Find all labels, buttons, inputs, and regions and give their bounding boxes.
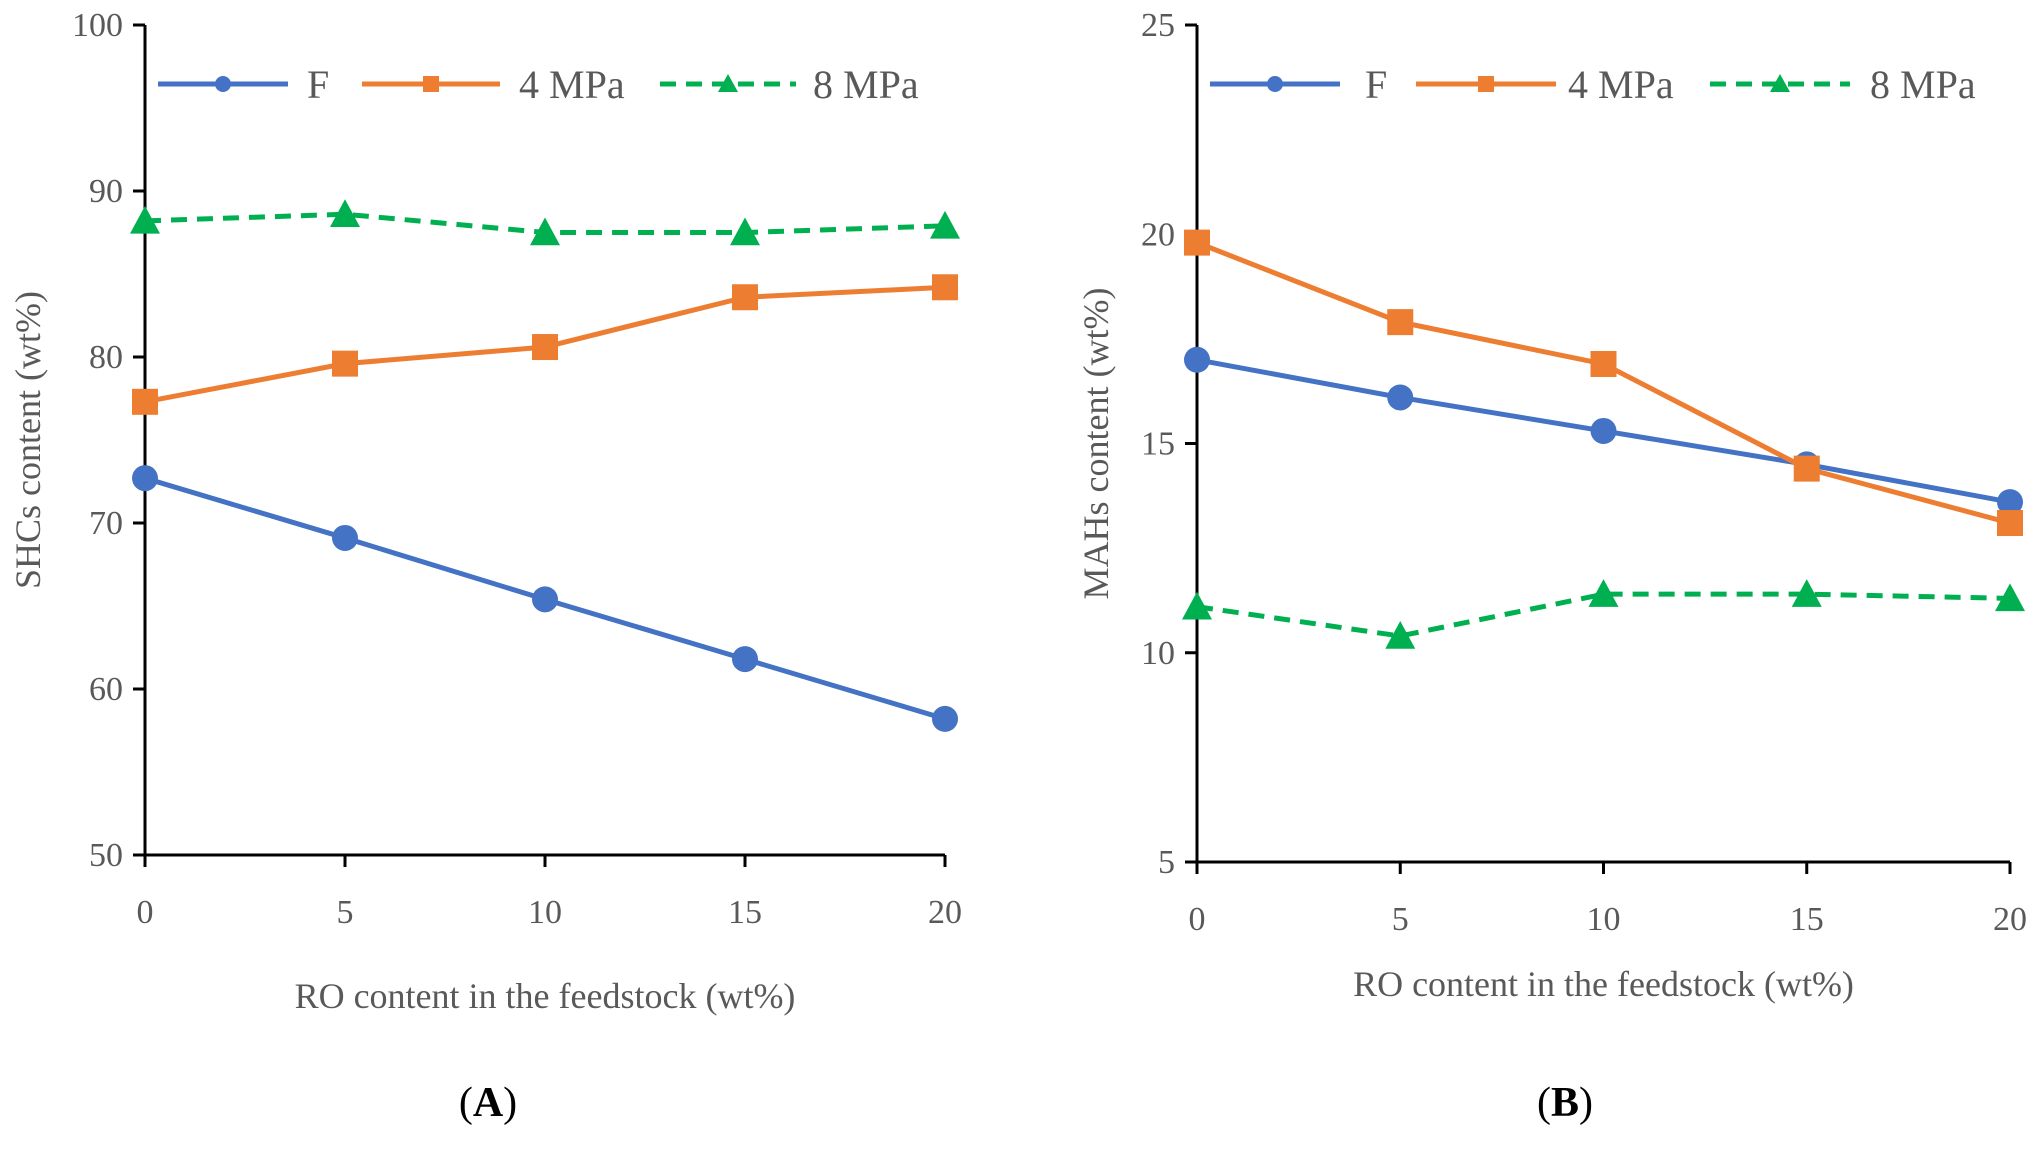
- panel-label-close: ): [503, 1080, 517, 1126]
- legend-marker: [718, 74, 738, 92]
- data-point: [732, 646, 758, 673]
- legend-label: 4 MPa: [1568, 62, 1674, 107]
- data-point: [1184, 346, 1210, 373]
- data-point: [1590, 417, 1617, 444]
- data-point: [1182, 591, 1212, 620]
- legend-marker: [1478, 76, 1494, 92]
- panel-label-open: (: [459, 1080, 473, 1126]
- data-point: [1385, 621, 1416, 649]
- data-point: [1387, 384, 1414, 411]
- y-tick-label: 70: [89, 505, 123, 542]
- legend-label: F: [1365, 62, 1387, 107]
- y-tick-label: 20: [1141, 216, 1175, 253]
- series-line-8-mpa: [1196, 591, 2011, 639]
- data-point: [132, 465, 158, 492]
- data-point: [1588, 579, 1619, 607]
- data-point: [332, 524, 358, 551]
- data-point: [532, 334, 558, 361]
- data-point: [932, 705, 958, 732]
- data-point: [930, 210, 960, 239]
- legend-label: 4 MPa: [519, 62, 625, 107]
- y-tick-label: 50: [89, 837, 123, 874]
- panel-label-letter: B: [1551, 1080, 1579, 1126]
- legend-label: 8 MPa: [1870, 62, 1976, 107]
- data-point: [1590, 350, 1617, 377]
- chart-panel-a: 50 60 70 80 90 100 0 5 10 15 20 RO content in the f…: [8, 7, 962, 1126]
- data-point: [732, 284, 758, 311]
- legend-label: 8 MPa: [813, 62, 919, 107]
- data-point: [1791, 579, 1822, 607]
- x-tick-label: 15: [1790, 901, 1824, 938]
- panel-label-letter: A: [473, 1080, 504, 1126]
- data-point: [1793, 455, 1820, 482]
- x-tick-label: 15: [728, 894, 762, 931]
- y-tick-label: 5: [1158, 844, 1175, 881]
- panel-label-close: ): [1579, 1080, 1593, 1126]
- data-point: [332, 350, 358, 377]
- x-axis-title: RO content in the feedstock (wt%): [295, 976, 796, 1016]
- data-point: [1997, 510, 2023, 537]
- y-axis-title: MAHs content (wt%): [1076, 288, 1116, 600]
- x-tick-label: 0: [137, 894, 154, 931]
- y-tick-label: 15: [1141, 426, 1175, 463]
- panel-label: (B): [1537, 1080, 1593, 1126]
- y-tick-label: 60: [89, 671, 123, 708]
- data-point: [1997, 489, 2023, 516]
- legend-marker: [215, 76, 231, 92]
- legend-marker: [423, 76, 439, 92]
- y-tick-label: 100: [72, 7, 123, 44]
- y-tick-label: 80: [89, 339, 123, 376]
- x-tick-label: 10: [1587, 901, 1621, 938]
- x-tick-label: 0: [1189, 901, 1206, 938]
- data-point: [532, 586, 558, 613]
- panel-label: (A): [459, 1080, 517, 1126]
- x-tick-label: 20: [1993, 901, 2027, 938]
- legend-label: F: [307, 62, 329, 107]
- x-tick-label: 20: [928, 894, 962, 931]
- y-axis-title: SHCs content (wt%): [8, 291, 48, 589]
- data-point: [1184, 229, 1210, 256]
- data-point: [1387, 309, 1414, 336]
- data-point: [1995, 583, 2025, 612]
- x-tick-label: 5: [337, 894, 354, 931]
- panel-label-open: (: [1537, 1080, 1551, 1126]
- data-point: [132, 388, 158, 415]
- x-tick-label: 10: [528, 894, 562, 931]
- data-point: [530, 217, 560, 246]
- legend-marker: [1267, 76, 1283, 92]
- data-point: [330, 199, 360, 227]
- y-tick-label: 90: [89, 173, 123, 210]
- y-tick-label: 10: [1141, 635, 1175, 672]
- y-tick-label: 25: [1141, 7, 1175, 44]
- data-point: [730, 217, 760, 246]
- x-axis-title: RO content in the feedstock (wt%): [1353, 964, 1854, 1004]
- data-point: [932, 274, 958, 301]
- legend-marker: [1770, 74, 1790, 92]
- x-tick-label: 5: [1392, 901, 1409, 938]
- data-point: [130, 205, 160, 234]
